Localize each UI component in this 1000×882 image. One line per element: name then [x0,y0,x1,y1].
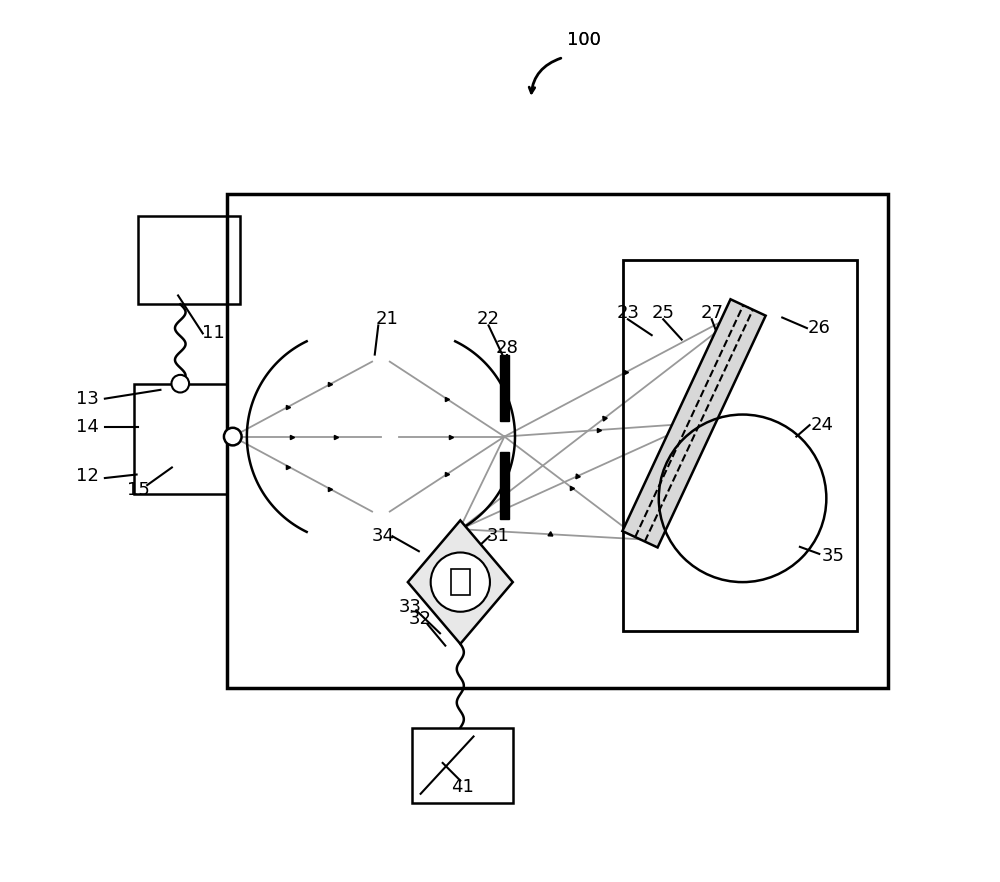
Text: 14: 14 [76,418,99,436]
Text: 100: 100 [567,31,601,49]
Text: 23: 23 [616,304,639,322]
Text: 35: 35 [822,547,845,564]
Text: 24: 24 [810,416,833,434]
Circle shape [171,375,189,392]
Text: 28: 28 [496,340,518,357]
Text: 27: 27 [700,304,723,322]
Text: 34: 34 [372,527,395,545]
Circle shape [224,428,242,445]
Text: 21: 21 [376,310,399,328]
Text: 32: 32 [409,610,432,628]
Text: 25: 25 [652,304,675,322]
Bar [623,260,857,631]
Bar [500,355,509,421]
Text: 26: 26 [808,319,831,337]
Bar [412,728,513,803]
Text: 41: 41 [452,778,474,796]
Circle shape [431,552,490,612]
Bar [134,384,227,494]
Text: 15: 15 [127,481,150,498]
Text: 31: 31 [487,527,510,545]
Polygon shape [408,520,513,644]
Bar [500,452,509,519]
Bar [138,216,240,304]
Text: 13: 13 [76,390,99,407]
Text: 12: 12 [76,467,99,485]
Bar [451,569,470,595]
Text: 11: 11 [202,325,225,342]
Text: 100: 100 [567,31,601,49]
Text: 22: 22 [477,310,500,328]
Bar [227,194,888,688]
Polygon shape [622,299,766,548]
Text: 33: 33 [399,598,422,616]
